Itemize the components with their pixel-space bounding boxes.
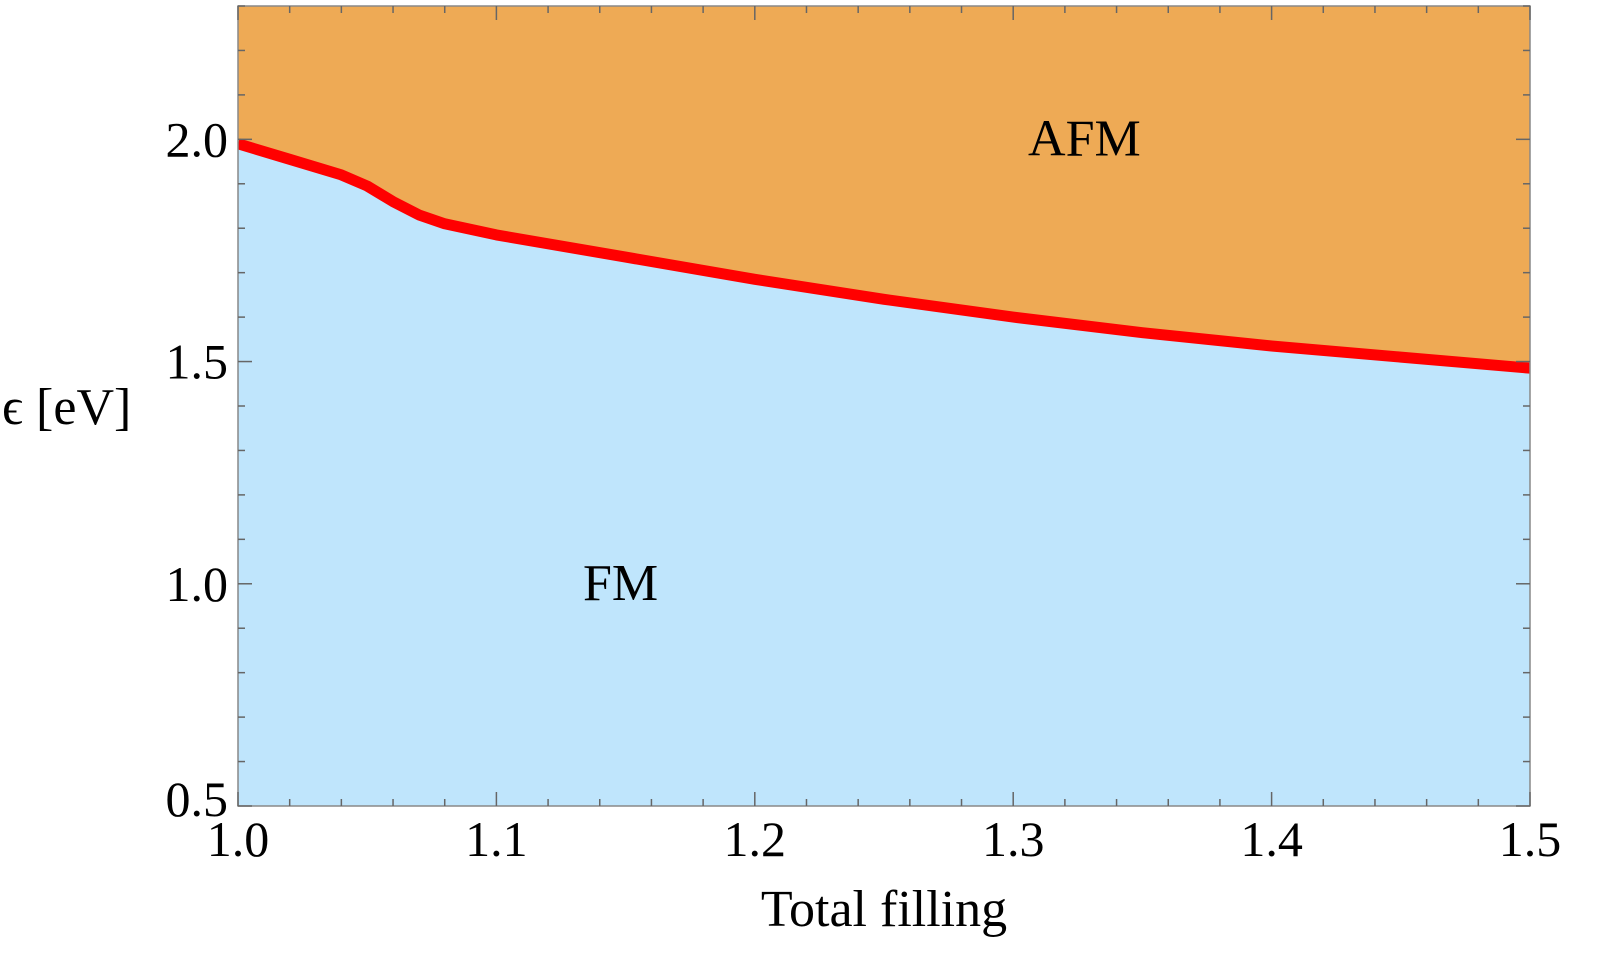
- x-tick-label: 1.0: [207, 811, 270, 867]
- y-tick-label: 1.5: [166, 334, 229, 390]
- tick-labels: 1.0 1.1 1.2 1.3 1.4 1.50.51.01.52.0: [166, 111, 1562, 867]
- fm-region-label: FM: [583, 555, 658, 612]
- afm-region-label: AFM: [1028, 110, 1141, 167]
- fm-region: [238, 143, 1530, 806]
- x-tick-label: 1.1: [465, 811, 528, 867]
- x-axis-title: Total filling: [761, 881, 1007, 938]
- y-tick-label: 2.0: [166, 111, 229, 167]
- x-tick-label: 1.5: [1499, 811, 1562, 867]
- y-tick-label: 1.0: [166, 556, 229, 612]
- y-axis-title: ϵ [eV]: [2, 379, 131, 436]
- axis-ticks: [237, 5, 1531, 807]
- x-tick-label: 1.2: [724, 811, 787, 867]
- x-tick-label: 1.3: [982, 811, 1045, 867]
- y-tick-label: 0.5: [166, 771, 229, 827]
- phase-boundary-line: [238, 138, 1530, 374]
- x-tick-label: 1.4: [1240, 811, 1303, 867]
